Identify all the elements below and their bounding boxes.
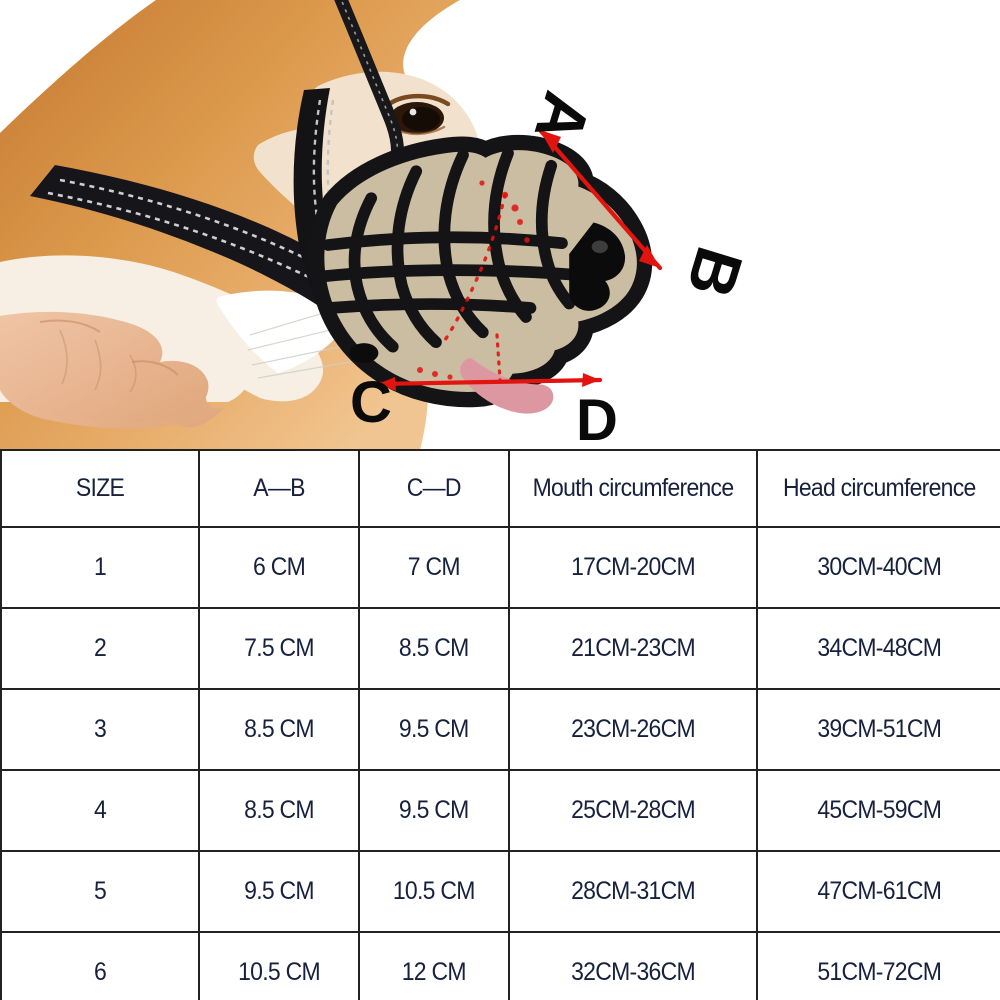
svg-text:C: C — [350, 370, 392, 435]
svg-text:D: D — [576, 388, 618, 450]
